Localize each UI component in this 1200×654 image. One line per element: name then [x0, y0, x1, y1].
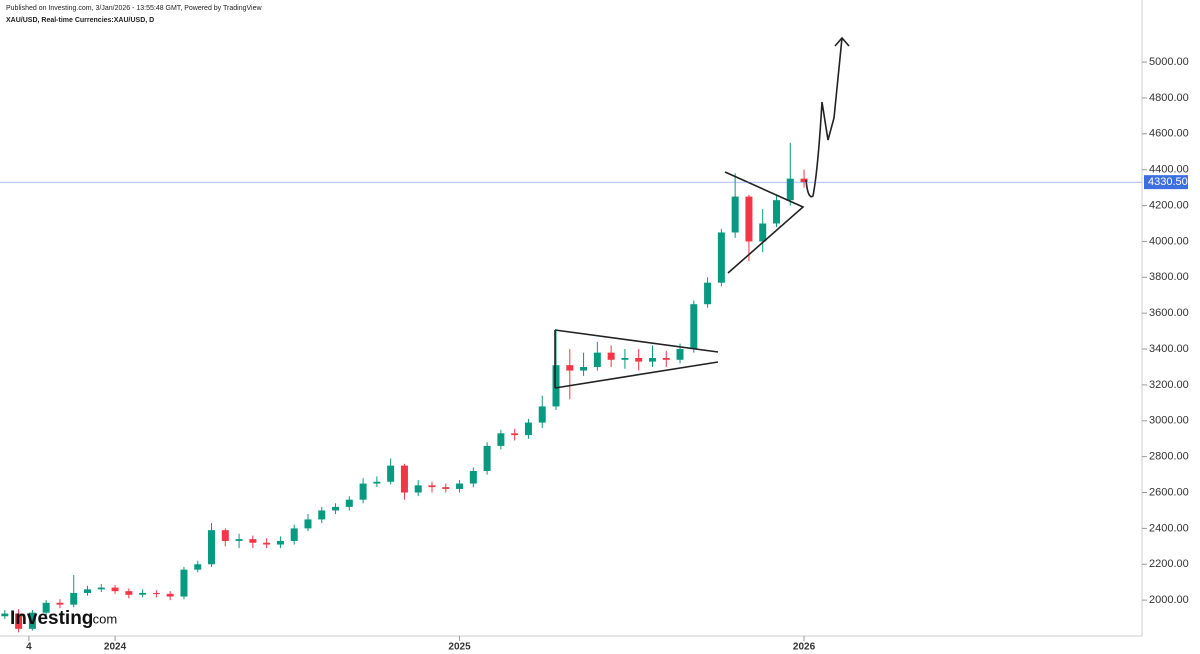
candle-body [332, 506, 340, 511]
candle-body [772, 200, 780, 224]
y-tick-label: 5000.00 [1149, 56, 1189, 68]
candle-body [690, 304, 698, 350]
candle-body [662, 358, 670, 360]
candle-body [276, 540, 284, 545]
x-tick-label: 2025 [448, 642, 471, 653]
y-tick-label: 3800.00 [1149, 271, 1189, 283]
candle-body [469, 470, 477, 484]
candle-body [566, 365, 574, 371]
candle-body [524, 422, 532, 436]
candle-body [731, 196, 739, 233]
pennant-1 [554, 329, 719, 389]
candle-body [221, 530, 229, 541]
y-tick-label: 4400.00 [1149, 164, 1189, 176]
candle-body [139, 592, 147, 595]
y-tick-label: 4200.00 [1149, 199, 1189, 211]
candle-body [1, 613, 9, 617]
candle-body [387, 465, 395, 482]
x-tick-label: 4 [26, 642, 32, 653]
candle-body [111, 587, 119, 592]
pennant-2 [724, 171, 805, 274]
y-tick-label: 4800.00 [1149, 92, 1189, 104]
candle-body [304, 519, 312, 529]
y-tick-label: 2600.00 [1149, 486, 1189, 498]
y-tick-label: 2800.00 [1149, 451, 1189, 463]
candle-body [621, 358, 629, 360]
candle-body [552, 365, 560, 407]
y-tick-label: 3600.00 [1149, 307, 1189, 319]
candle-body [290, 528, 298, 541]
candle-body [745, 196, 753, 242]
candle-body [84, 589, 92, 593]
candle-body [786, 178, 794, 201]
y-tick-label: 3000.00 [1149, 415, 1189, 427]
candle-body [456, 483, 464, 489]
last-price-label: 4330.50 [1148, 176, 1188, 188]
candle-body [538, 406, 546, 423]
candle-body [359, 483, 367, 500]
logo: Investing [10, 608, 93, 629]
candle-body [28, 612, 36, 629]
candle-body [42, 602, 50, 613]
candle-body [511, 433, 519, 436]
candle-body [235, 539, 243, 541]
candle-body [249, 539, 257, 543]
candle-body [373, 481, 381, 484]
plot [1, 142, 808, 633]
candle-body [345, 499, 353, 507]
candle-body [400, 465, 408, 493]
symbol-title: XAU/USD, Real-time Currencies:XAU/USD, D [6, 17, 154, 24]
candle-body [194, 564, 202, 570]
x-tick-label: 2024 [104, 642, 127, 653]
logo-suffix: .com [89, 611, 117, 626]
candle-body [442, 487, 450, 489]
candle-body [800, 178, 808, 183]
y-tick-label: 3200.00 [1149, 379, 1189, 391]
candle-body [607, 352, 615, 360]
y-tick-label: 3400.00 [1149, 343, 1189, 355]
candle-body [56, 602, 64, 605]
candle-body [180, 569, 188, 597]
drawings [554, 36, 850, 389]
candle-body [635, 358, 643, 362]
y-tick-label: 4000.00 [1149, 235, 1189, 247]
y-tick-label: 4600.00 [1149, 128, 1189, 140]
y-tick-label: 2400.00 [1149, 522, 1189, 534]
candle-body [15, 613, 23, 629]
last-price-box [1144, 175, 1188, 190]
y-tick-label: 2000.00 [1149, 594, 1189, 606]
candle-body [759, 223, 767, 242]
published-note: Published on Investing.com, 3/Jan/2026 -… [6, 5, 262, 12]
candle-body [166, 593, 174, 597]
candle-body [152, 592, 160, 594]
candle-body [125, 591, 133, 595]
x-tick-label: 2026 [793, 642, 816, 653]
projection-arrow [805, 36, 850, 198]
candle-body [428, 485, 436, 488]
candle-body [717, 232, 725, 283]
candle-body [414, 485, 422, 493]
candle-body [497, 433, 505, 446]
candle-body [483, 445, 491, 471]
candle-body [318, 510, 326, 520]
candle-body [263, 542, 271, 545]
candle-body [580, 366, 588, 371]
candle-body [70, 592, 78, 605]
candle-body [97, 587, 105, 590]
candle-body [648, 358, 656, 362]
candle-body [208, 530, 216, 565]
candle-body [704, 282, 712, 305]
candle-body [676, 349, 684, 360]
y-tick-label: 2200.00 [1149, 558, 1189, 570]
candle-body [593, 352, 601, 367]
